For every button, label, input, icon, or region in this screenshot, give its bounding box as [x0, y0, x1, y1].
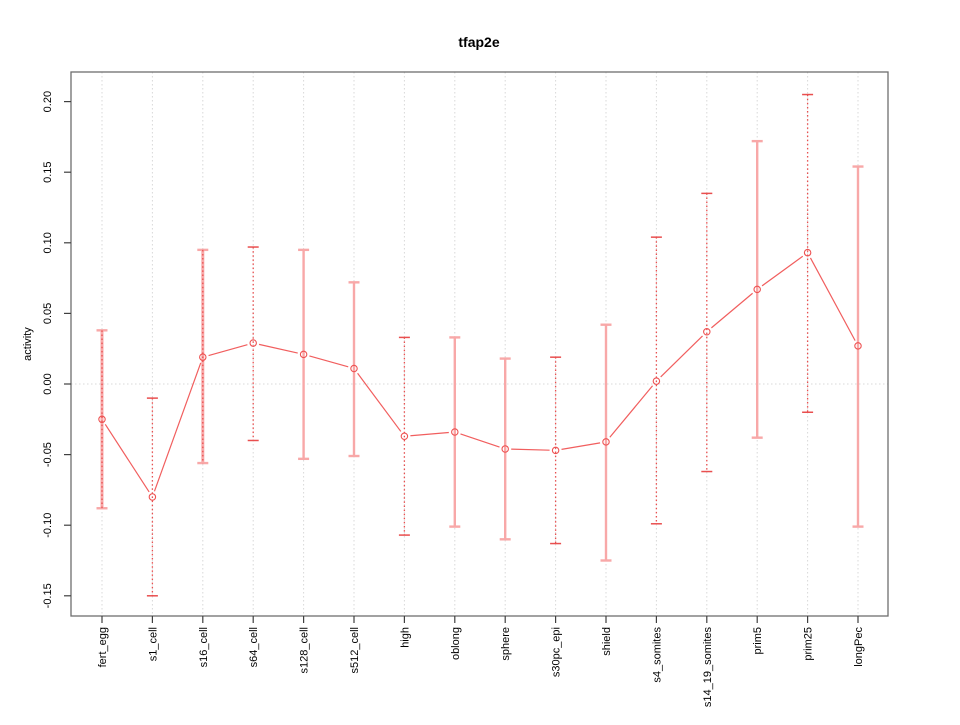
y-tick-label: 0.00: [42, 373, 54, 394]
data-point-shield: [602, 438, 610, 446]
data-point-s1_cell: [148, 493, 157, 501]
y-axis-tick-labels: -0.15 -0.10 -0.05 0.00 0.05 0.10 0.15 0.20: [42, 91, 54, 608]
x-tick-label-sphere: sphere: [500, 627, 512, 661]
x-tick-label-s128_cell: s128_cell: [299, 627, 311, 673]
y-tick-label: 0.10: [42, 232, 54, 253]
x-axis-tick-labels: fert_egg s1_cell s16_cell s64_cell s128_cell…: [97, 627, 865, 708]
x-tick-label-s16_cell: s16_cell: [198, 627, 210, 667]
axis-ticks: [64, 100, 859, 623]
data-point-s4_somites: [652, 377, 661, 385]
y-tick-label: -0.05: [42, 442, 54, 467]
data-point-sphere: [501, 445, 509, 453]
x-tick-label-s4_somites: s4_somites: [651, 627, 663, 683]
y-tick-label: -0.15: [42, 583, 54, 608]
error-bar-s512_cell: [348, 281, 360, 458]
data-point-s14_19_somites: [703, 328, 711, 336]
error-bar-s64_cell: [247, 246, 259, 442]
x-tick-label-fert_egg: fert_egg: [97, 627, 109, 667]
error-bar-s14_19_somites: [701, 192, 713, 473]
error-bar-s1_cell: [146, 397, 158, 597]
x-tick-label-s64_cell: s64_cell: [248, 627, 260, 667]
error-bar-s4_somites: [650, 236, 662, 525]
error-bar-oblong: [449, 336, 461, 528]
x-tick-label-s512_cell: s512_cell: [349, 627, 361, 673]
y-axis-title: activity: [22, 327, 34, 361]
x-tick-label-high: high: [399, 627, 411, 648]
data-point-high: [400, 432, 409, 440]
error-bar-sphere: [499, 357, 511, 541]
plot-box: [70, 71, 889, 617]
error-bar-longPec: [852, 165, 864, 528]
error-bar-shield: [600, 323, 612, 562]
x-tick-label-s14_19_somites: s14_19_somites: [702, 627, 714, 708]
data-point-s16_cell: [199, 353, 207, 361]
x-tick-label-longPec: longPec: [853, 627, 865, 667]
data-point-oblong: [451, 428, 459, 436]
error-bar-s30pc_epi: [550, 356, 562, 545]
error-bar-fert_egg: [96, 329, 108, 510]
data-point-longPec: [854, 342, 862, 350]
data-point-prim5: [753, 285, 761, 294]
data-point-s512_cell: [350, 364, 358, 373]
y-tick-label: 0.20: [42, 91, 54, 112]
chart-title: tfap2e: [458, 34, 499, 50]
gridlines: [71, 72, 888, 616]
y-tick-label: 0.15: [42, 161, 54, 182]
x-tick-label-s30pc_epi: s30pc_epi: [551, 627, 563, 677]
x-tick-label-oblong: oblong: [450, 627, 462, 660]
y-tick-label: -0.10: [42, 513, 54, 538]
data-point-prim25: [803, 248, 812, 257]
error-bar-prim5: [751, 139, 763, 439]
data-point-s64_cell: [249, 339, 257, 347]
error-bar-s128_cell: [298, 248, 310, 461]
data-point-s30pc_epi: [551, 446, 560, 455]
error-bar-high: [398, 336, 410, 536]
error-bar-s16_cell: [197, 248, 209, 465]
error-bars: [96, 93, 864, 597]
x-tick-label-prim25: prim25: [803, 627, 815, 661]
x-tick-label-prim5: prim5: [752, 627, 764, 655]
data-point-s128_cell: [299, 350, 308, 359]
y-tick-label: 0.05: [42, 303, 54, 324]
data-point-fert_egg: [98, 415, 106, 424]
series-line: [104, 255, 856, 493]
x-tick-label-shield: shield: [601, 627, 613, 656]
error-bar-prim25: [802, 93, 814, 413]
x-tick-label-s1_cell: s1_cell: [147, 627, 159, 661]
data-point-markers: [98, 248, 862, 501]
